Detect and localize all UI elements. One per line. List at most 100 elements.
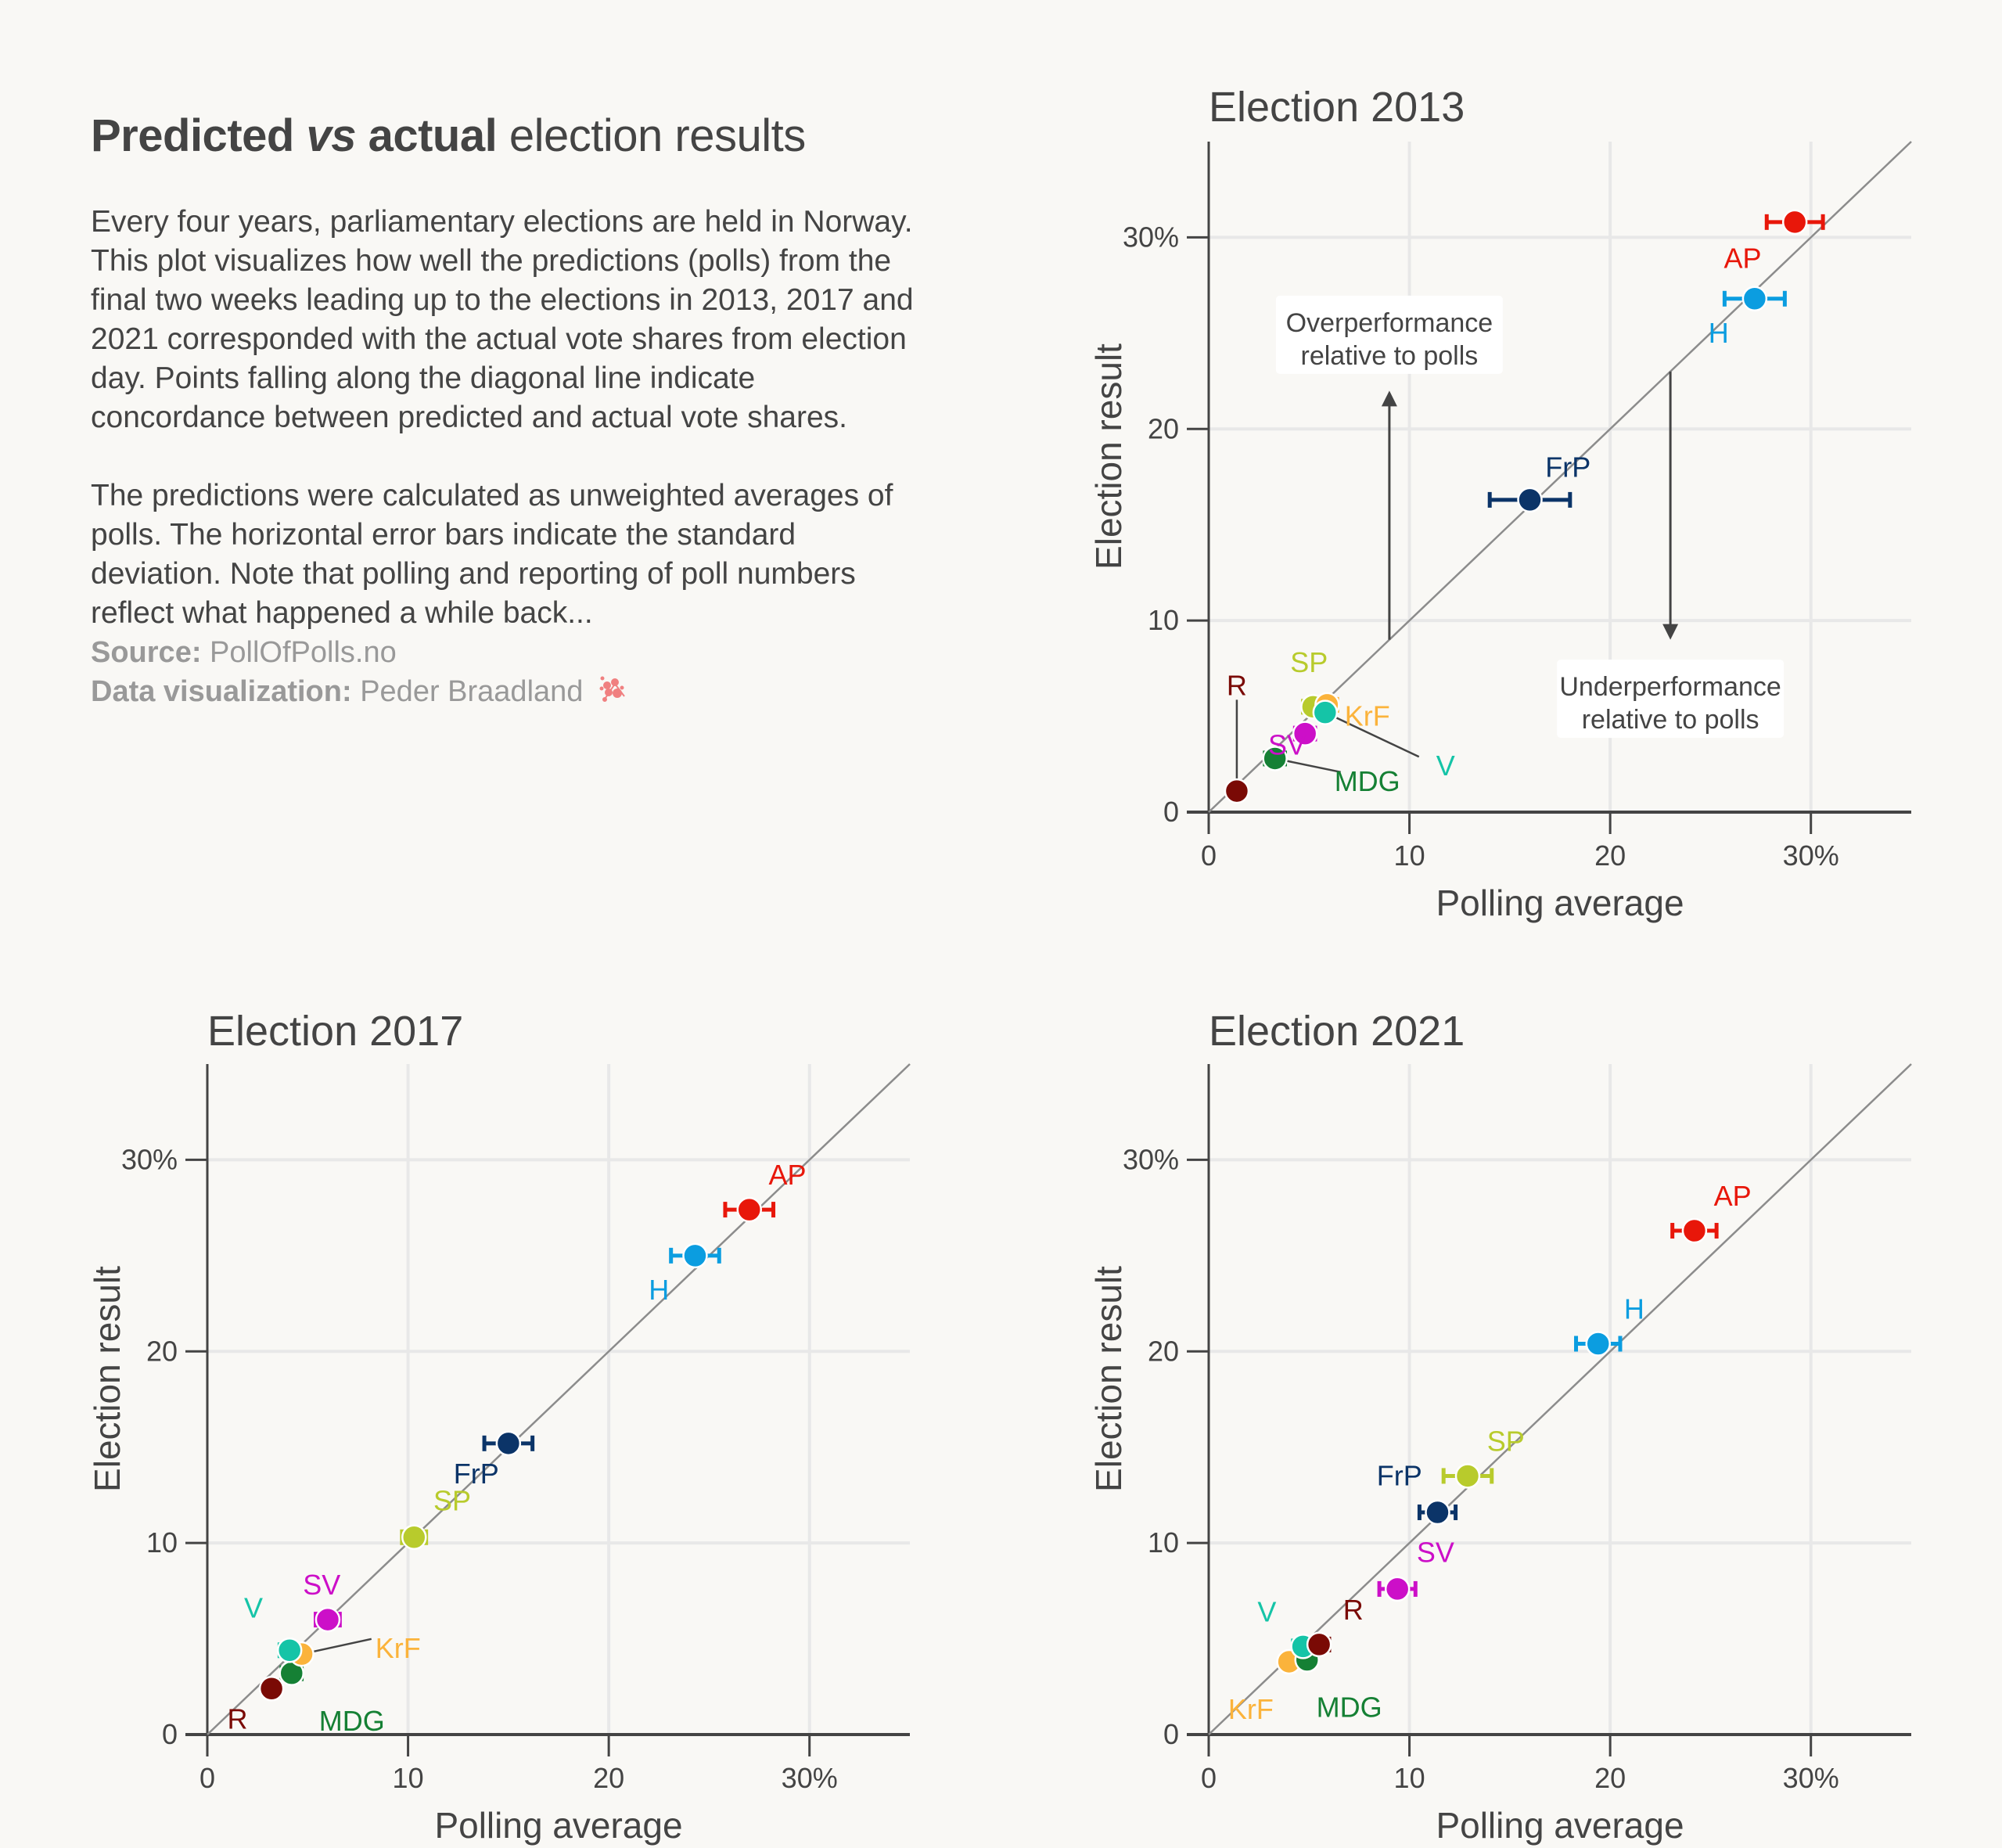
- point-FrP: [1425, 1499, 1450, 1526]
- point-label-SV: SV: [1268, 728, 1306, 760]
- point-label-SP: SP: [1290, 646, 1328, 678]
- point-SV: [1292, 721, 1318, 746]
- x-tick-label: 0: [199, 1762, 215, 1794]
- point-label-KrF: KrF: [376, 1632, 421, 1664]
- annotation-text-line-2: relative to polls: [1301, 341, 1479, 371]
- title-actual: actual: [368, 110, 498, 161]
- x-tick-label: 30%: [1783, 1762, 1839, 1794]
- title-predicted: Predicted: [91, 110, 294, 161]
- intro-panel: Predicted vs actual election results Eve…: [91, 110, 951, 713]
- point-H: [682, 1242, 708, 1269]
- point-V: [1312, 699, 1339, 725]
- point-AP: [1781, 209, 1808, 235]
- point-SV: [1384, 1576, 1411, 1602]
- panel-title: Election 2013: [1209, 84, 1465, 131]
- point-label-R: R: [1227, 669, 1247, 701]
- point-label-R: R: [1343, 1594, 1364, 1626]
- y-tick-label: 30%: [121, 1143, 178, 1175]
- source-value: PollOfPolls.no: [210, 636, 397, 669]
- y-tick-label: 30%: [1123, 1143, 1179, 1175]
- x-axis-label: Polling average: [1436, 1805, 1684, 1846]
- point-H: [1585, 1331, 1611, 1357]
- y-tick-label: 30%: [1123, 221, 1179, 253]
- y-tick-label: 10: [1148, 1526, 1179, 1559]
- x-tick-label: 10: [1394, 1762, 1425, 1794]
- y-tick-label: 20: [1148, 412, 1179, 444]
- description-paragraph-2: The predictions were calculated as unwei…: [91, 479, 893, 630]
- point-label-FrP: FrP: [1545, 451, 1590, 483]
- point-label-H: H: [649, 1274, 669, 1306]
- title-election-results: election results: [509, 110, 806, 161]
- x-tick-label: 30%: [1783, 840, 1839, 872]
- point-label-SP: SP: [1487, 1425, 1525, 1457]
- annotation-text-line-2: relative to polls: [1582, 705, 1759, 735]
- annotation-box: [1557, 660, 1785, 739]
- source-credit: Source: PollOfPolls.no: [91, 633, 951, 672]
- point-V: [276, 1638, 303, 1663]
- x-tick-label: 10: [393, 1762, 424, 1794]
- annotation-text-line-1: Overperformance: [1286, 308, 1493, 338]
- x-tick-label: 10: [1394, 840, 1425, 872]
- arrow-up-icon: [1381, 390, 1397, 407]
- point-label-SV: SV: [303, 1569, 340, 1601]
- point-label-MDG: MDG: [1317, 1692, 1382, 1724]
- panel-title: Election 2017: [207, 1008, 463, 1055]
- viz-credit: Data visualization: Peder Braadland: [91, 672, 951, 713]
- point-SP: [1454, 1463, 1481, 1489]
- point-R: [258, 1675, 285, 1702]
- y-tick-label: 0: [1163, 796, 1179, 828]
- point-label-H: H: [1624, 1293, 1644, 1325]
- y-axis-label: Election result: [1088, 343, 1129, 570]
- description-paragraph-1: Every four years, parliamentary election…: [91, 205, 914, 434]
- title-vs: vs: [306, 110, 356, 161]
- arrow-down-icon: [1662, 624, 1679, 640]
- point-label-MDG: MDG: [1335, 765, 1400, 797]
- annotation-text-line-1: Underperformance: [1559, 672, 1781, 702]
- point-H: [1741, 286, 1768, 312]
- y-tick-label: 0: [162, 1718, 178, 1750]
- network-blob-icon: [598, 674, 629, 713]
- point-label-H: H: [1709, 317, 1729, 349]
- point-label-SP: SP: [433, 1484, 471, 1516]
- point-AP: [1681, 1217, 1708, 1244]
- point-label-KrF: KrF: [1228, 1693, 1274, 1725]
- point-SV: [314, 1606, 341, 1633]
- y-tick-label: 0: [1163, 1718, 1179, 1750]
- point-R: [1224, 778, 1250, 804]
- source-label: Source:: [91, 636, 202, 669]
- point-label-R: R: [227, 1702, 247, 1735]
- point-FrP: [1517, 487, 1543, 513]
- x-tick-label: 0: [1201, 1762, 1217, 1794]
- x-tick-label: 20: [1594, 840, 1626, 872]
- x-axis-label: Polling average: [434, 1805, 682, 1846]
- annotation-box: [1275, 295, 1503, 374]
- diagonal-line: [1208, 1063, 1912, 1735]
- point-AP: [736, 1196, 762, 1223]
- y-tick-label: 10: [1148, 604, 1179, 636]
- point-label-V: V: [244, 1591, 263, 1623]
- x-tick-label: 30%: [782, 1762, 838, 1794]
- point-label-FrP: FrP: [1377, 1459, 1422, 1491]
- point-label-AP: AP: [768, 1159, 806, 1191]
- point-label-AP: AP: [1723, 242, 1761, 274]
- point-label-SV: SV: [1417, 1536, 1454, 1568]
- y-axis-label: Election result: [1088, 1266, 1129, 1492]
- point-SP: [401, 1524, 427, 1551]
- x-tick-label: 20: [593, 1762, 624, 1794]
- point-R: [1306, 1631, 1332, 1658]
- panel-title: Election 2021: [1209, 1008, 1465, 1055]
- point-label-V: V: [1257, 1595, 1276, 1627]
- viz-author: Peder Braadland: [360, 675, 584, 708]
- y-tick-label: 10: [146, 1526, 178, 1559]
- y-axis-label: Election result: [87, 1266, 128, 1492]
- point-label-V: V: [1436, 750, 1455, 782]
- x-tick-label: 0: [1201, 840, 1217, 872]
- point-label-FrP: FrP: [454, 1458, 499, 1490]
- point-label-AP: AP: [1714, 1180, 1752, 1212]
- x-axis-label: Polling average: [1436, 883, 1684, 923]
- viz-label: Data visualization:: [91, 675, 352, 708]
- point-label-KrF: KrF: [1345, 700, 1390, 732]
- x-tick-label: 20: [1594, 1762, 1626, 1794]
